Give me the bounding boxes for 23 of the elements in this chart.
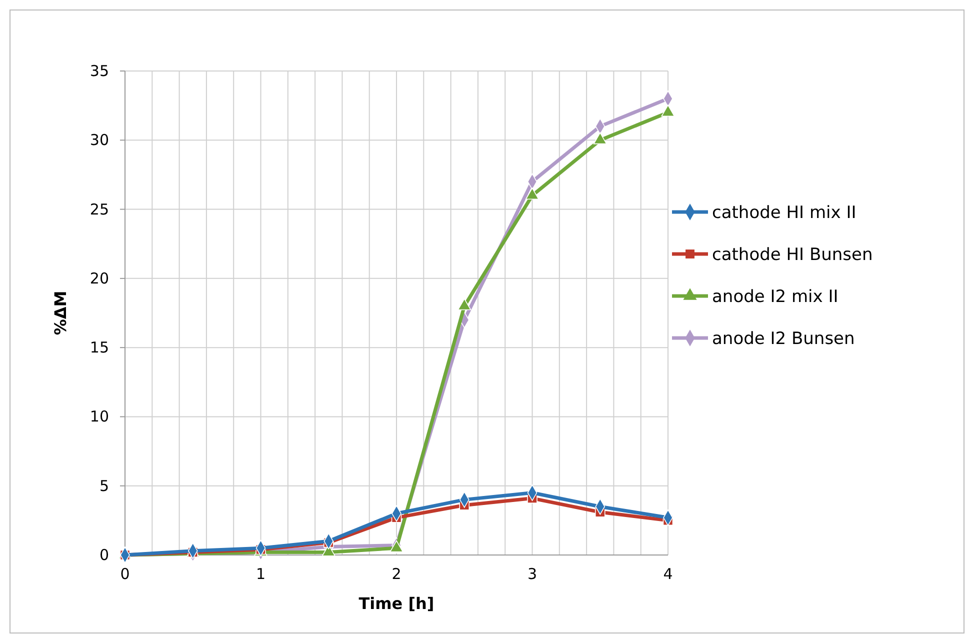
- y-tick-label: 5: [99, 476, 109, 495]
- x-axis-title: Time [h]: [358, 594, 434, 613]
- y-axis-title: %ΔM: [51, 290, 70, 336]
- y-tick-label: 10: [90, 408, 109, 426]
- point: [661, 104, 675, 117]
- point: [458, 298, 472, 310]
- legend-label: cathode HI mix II: [712, 203, 856, 223]
- y-tick-label: 35: [90, 62, 109, 80]
- x-tick-label: 1: [256, 565, 266, 583]
- y-tick-label: 30: [90, 131, 109, 150]
- y-tick-label: 0: [99, 546, 109, 564]
- point: [593, 132, 607, 144]
- legend-label: anode I2 Bunsen: [712, 329, 855, 349]
- legend-label: anode I2 mix II: [712, 287, 838, 307]
- x-tick-label: 3: [527, 565, 538, 583]
- x-tick-label: 0: [120, 565, 130, 583]
- point: [525, 188, 540, 200]
- y-tick-label: 25: [90, 200, 109, 218]
- x-tick-label: 4: [663, 565, 673, 583]
- legend-label: cathode HI Bunsen: [712, 245, 873, 265]
- y-tick-label: 20: [90, 269, 109, 288]
- x-tick-label: 2: [392, 565, 402, 583]
- y-tick-label: 15: [90, 338, 109, 357]
